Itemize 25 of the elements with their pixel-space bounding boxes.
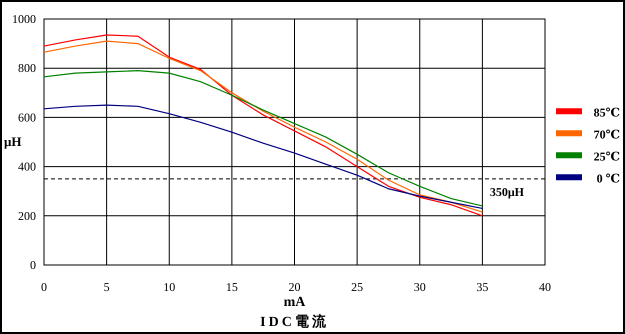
y-tick-label: 0 <box>30 258 36 272</box>
x-tick-label: 5 <box>104 280 110 294</box>
ref-line-label: 350μH <box>490 184 525 199</box>
y-tick-label: 800 <box>18 61 36 76</box>
y-axis-title: μH <box>4 134 22 149</box>
x-tick-label: 20 <box>288 280 300 294</box>
x-tick-label: 15 <box>226 280 238 294</box>
x-tick-label: 30 <box>414 280 426 294</box>
line-series <box>43 104 483 210</box>
x-tick-label: 25 <box>351 280 364 294</box>
y-tick-label: 600 <box>18 110 36 124</box>
x-tick-label: 40 <box>539 280 551 294</box>
legend-label: 70℃ <box>594 127 620 142</box>
text: IDC電流 <box>260 313 329 330</box>
y-tick-label: 200 <box>18 208 36 223</box>
legend-label: 0 ℃ <box>596 171 620 186</box>
x-tick-label: 10 <box>163 280 176 294</box>
y-tick-label: 400 <box>18 160 36 174</box>
legend-label: 25℃ <box>594 149 620 164</box>
legend-label: 85℃ <box>594 105 620 120</box>
x-tick-label: 35 <box>476 280 488 294</box>
y-tick-label: 1000 <box>12 12 36 26</box>
line-series <box>43 70 483 207</box>
x-axis-title: mA <box>284 295 306 310</box>
x-tick-label: 0 <box>41 280 47 294</box>
